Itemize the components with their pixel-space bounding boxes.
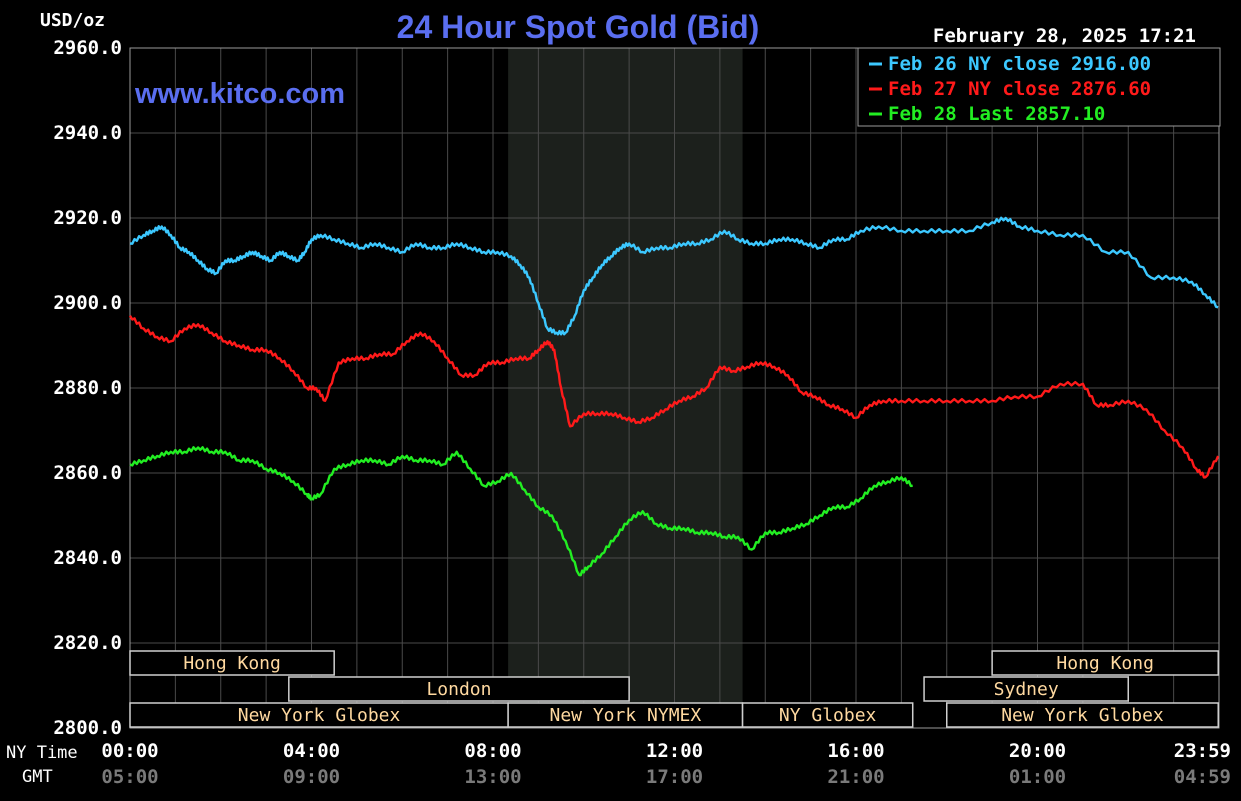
x-tick-label-ny: 04:00 (283, 740, 340, 762)
legend-label-feb27: Feb 27 NY close 2876.60 (888, 78, 1151, 100)
market-box (991, 650, 1219, 676)
y-tick-label: 2920.0 (53, 207, 122, 229)
market-label: Sydney (994, 679, 1059, 700)
x-tick-label-gmt: 05:00 (101, 766, 158, 788)
market-box (741, 702, 914, 728)
market-box (129, 702, 509, 728)
x-tick-label-ny: 00:00 (101, 740, 158, 762)
market-label: New York Globex (1001, 705, 1164, 726)
chart-title: 24 Hour Spot Gold (Bid) (397, 9, 760, 45)
x-tick-label-gmt: 21:00 (827, 766, 884, 788)
y-tick-label: 2820.0 (53, 632, 122, 654)
market-label: Hong Kong (1056, 653, 1154, 674)
x-tick-label-gmt: 09:00 (283, 766, 340, 788)
legend-label-feb28: Feb 28 Last 2857.10 (888, 103, 1105, 125)
x-tick-label-ny: 12:00 (646, 740, 703, 762)
ny-time-label: NY Time (6, 743, 78, 763)
timestamp: February 28, 2025 17:21 (933, 25, 1196, 47)
market-label: New York NYMEX (549, 705, 701, 726)
y-tick-label: 2840.0 (53, 547, 122, 569)
market-box (946, 702, 1219, 728)
x-tick-label-ny: 20:00 (1009, 740, 1066, 762)
unit-label: USD/oz (40, 10, 105, 31)
y-tick-label: 2940.0 (53, 122, 122, 144)
x-tick-label-ny: 23:59 (1174, 740, 1231, 762)
market-sessions: Hong Kong Hong Kong London Sydney New York G… (129, 650, 1219, 728)
x-tick-label-gmt: 01:00 (1009, 766, 1066, 788)
y-tick-label: 2900.0 (53, 292, 122, 314)
market-box (288, 676, 630, 702)
gmt-label: GMT (22, 767, 53, 787)
x-tick-label-gmt: 17:00 (646, 766, 703, 788)
y-tick-label: 2960.0 (53, 37, 122, 59)
x-tick-label-ny: 16:00 (827, 740, 884, 762)
x-tick-label-gmt: 13:00 (464, 766, 521, 788)
market-box (129, 650, 335, 676)
x-tick-label-gmt: 04:59 (1174, 766, 1231, 788)
y-tick-label: 2880.0 (53, 377, 122, 399)
legend: Feb 26 NY close 2916.00 Feb 27 NY close 2… (857, 47, 1221, 127)
x-axis-ticks: 00:00 05:00 04:00 09:00 08:00 13:00 12:00 17:00… (101, 740, 1231, 788)
y-tick-label: 2800.0 (53, 717, 122, 739)
series-layer (128, 216, 1220, 577)
plot-border (129, 47, 1220, 729)
watermark: www.kitco.com (134, 78, 345, 110)
market-box (923, 676, 1129, 702)
market-label: London (426, 679, 491, 700)
series-line-feb26 (129, 216, 1219, 336)
market-label: Hong Kong (183, 653, 281, 674)
y-axis-ticks: 2960.0 2940.0 2920.0 2900.0 2880.0 2860.0 2840… (53, 37, 122, 739)
legend-label-feb26: Feb 26 NY close 2916.00 (888, 53, 1151, 75)
legend-box (857, 47, 1221, 127)
series-line-feb28 (129, 446, 913, 577)
series-line-feb27 (128, 315, 1220, 479)
x-tick-label-ny: 08:00 (464, 740, 521, 762)
market-label: NY Globex (779, 705, 877, 726)
market-label: New York Globex (238, 705, 401, 726)
y-tick-label: 2860.0 (53, 462, 122, 484)
